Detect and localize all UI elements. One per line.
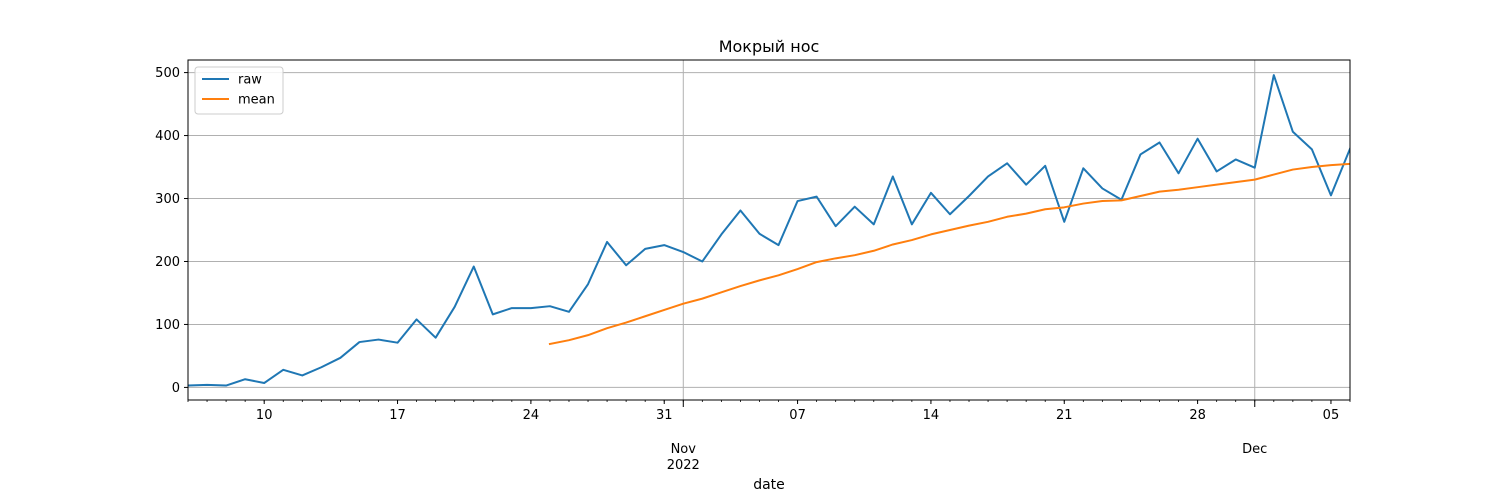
legend-label-raw: raw <box>238 73 262 88</box>
x-tick-label: 28 <box>1189 408 1206 423</box>
x-major-sublabel: 2022 <box>667 458 700 473</box>
y-tick-label: 300 <box>155 192 180 207</box>
series-layer <box>188 74 1350 387</box>
y-tick-label: 400 <box>155 129 180 144</box>
y-tick-label: 0 <box>172 381 180 396</box>
x-axis-label: date <box>753 477 785 493</box>
x-tick-label: 21 <box>1056 408 1073 423</box>
chart-title: Мокрый нос <box>719 37 820 56</box>
plot-frame <box>187 59 1351 401</box>
y-tick-label: 500 <box>155 66 180 81</box>
legend: raw mean <box>194 66 284 115</box>
x-tick-label: 17 <box>389 408 406 423</box>
grid <box>188 60 1350 400</box>
x-major-label: Nov <box>671 442 697 457</box>
x-tick-label: 31 <box>656 408 673 423</box>
x-tick-label: 14 <box>923 408 940 423</box>
series-line-raw <box>188 74 1350 387</box>
x-tick-label: 24 <box>523 408 540 423</box>
x-major-label: Dec <box>1242 442 1267 457</box>
y-tick-label: 100 <box>155 318 180 333</box>
y-tick-label: 200 <box>155 255 180 270</box>
legend-label-mean: mean <box>238 93 275 108</box>
x-tick-label: 10 <box>256 408 273 423</box>
x-tick-label: 07 <box>789 408 806 423</box>
series-line-mean <box>548 162 1350 346</box>
y-axis: 0 100 200 300 400 500 <box>155 66 188 396</box>
x-tick-label: 05 <box>1323 408 1340 423</box>
